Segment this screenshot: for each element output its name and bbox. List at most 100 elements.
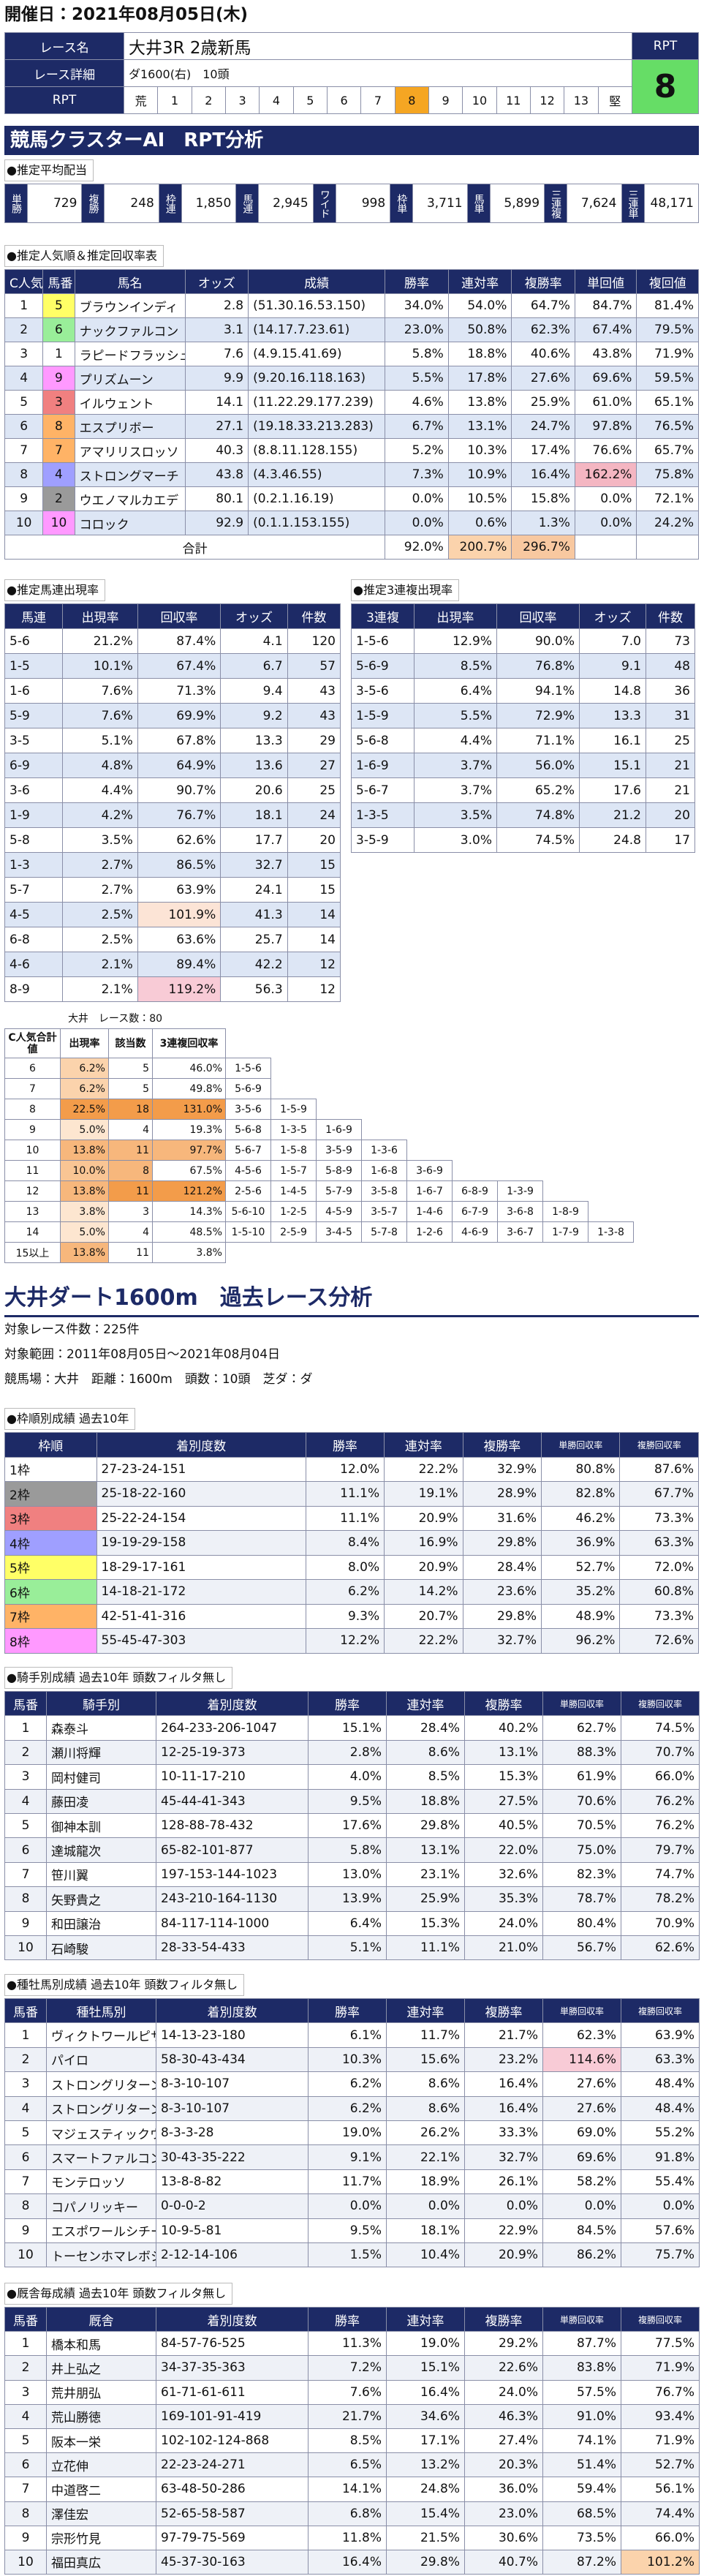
table-cell: 25.7 <box>220 927 288 952</box>
table-cell: (9.20.16.118.163) <box>248 366 386 391</box>
table-cell: 8.6% <box>386 1739 465 1766</box>
table-cell: 5.1% <box>62 728 138 753</box>
column-header: 種牡馬別 <box>46 1997 156 2024</box>
table-cell: 1 <box>42 342 75 366</box>
blank <box>498 1079 543 1099</box>
table-cell: 22.5% <box>60 1099 109 1120</box>
blank <box>498 1243 543 1263</box>
table-cell: (4.9.15.41.69) <box>248 342 386 366</box>
table-cell: 21.2% <box>62 628 138 654</box>
table-cell: (14.17.7.23.61) <box>248 317 386 342</box>
table-cell: 27.6% <box>511 366 575 391</box>
table-cell: 10 <box>4 1935 47 1961</box>
combo-cell: 3-5-9 <box>316 1140 362 1161</box>
table-cell: 10 <box>42 511 75 535</box>
table-cell: 16.1 <box>579 728 646 753</box>
table-cell: 46.0% <box>152 1058 226 1079</box>
table-cell: 87.2% <box>542 2549 621 2575</box>
table-cell: 11 <box>4 1160 61 1181</box>
column-header: 連対率 <box>447 269 512 294</box>
data-row: 11 10.0% 8 67.5% 4-5-6 1-5-7 5-8-9 1-6-8 3-6-9 <box>4 1160 634 1181</box>
table-cell: 6.1% <box>308 2022 387 2048</box>
table-cell: 57.5% <box>542 2379 621 2405</box>
table-cell: 1枠 <box>4 1456 97 1482</box>
table-cell: 16.4% <box>464 2095 543 2121</box>
table-cell: 6 <box>4 2452 47 2478</box>
table-cell: 28.4% <box>462 1554 542 1580</box>
table-cell: 5.8% <box>385 342 449 366</box>
table-cell: 13.8% <box>60 1140 109 1161</box>
data-table: 馬番 種牡馬別 着別度数 勝率 連対率 複勝率 単勝回収率 複勝回収率 1 ヴィクトワールピサ 14… <box>4 1997 700 2268</box>
column-header: 馬番 <box>4 1997 47 2024</box>
table-cell: 48 <box>646 653 695 679</box>
table-cell: 7 <box>4 2169 47 2195</box>
data-table: 枠順 着別度数 勝率 連対率 複勝率 単勝回収率 複勝回収率 1枠 27-23-24-151 12… <box>4 1432 699 1654</box>
table-cell: 10.4% <box>386 2242 465 2268</box>
rpt-label: RPT <box>632 32 699 60</box>
table-cell: 6 <box>4 1837 47 1863</box>
table-cell: 0.0% <box>385 486 449 511</box>
stable-section: ●厩舎毎成績 過去10年 頭数フィルタ無し 馬番 厩舎 着別度数 勝率 連対率 複勝率 単勝回… <box>4 2283 700 2575</box>
table-cell: 9.5% <box>308 1788 387 1814</box>
table-cell: 91.8% <box>621 2144 700 2170</box>
table-cell: 8.6% <box>386 2071 465 2097</box>
table-cell: 56.0% <box>496 753 580 778</box>
table-cell: 29.8% <box>386 1812 465 1839</box>
blank <box>588 1099 634 1120</box>
table-cell: 18.8% <box>386 1788 465 1814</box>
table-cell: 22.1% <box>386 2144 465 2170</box>
table-cell: 89.4% <box>137 952 222 977</box>
race-row: レース名 大井3R 2歳新馬 RPT <box>4 32 699 60</box>
data-row: 2 6 ナックファルコン 3.1 (14.17.7.23.61) 23.0% 50.8% 62… <box>4 317 699 342</box>
payout-value: 248 <box>104 184 159 223</box>
table-cell: 和田譲治 <box>46 1910 156 1936</box>
table-cell: 6.2% <box>308 2095 387 2121</box>
section-label: ●推定3連複出現率 <box>351 579 460 601</box>
table-cell: 43 <box>287 703 341 728</box>
table-cell: 9.2 <box>220 703 288 728</box>
column-header: 騎手別 <box>46 1690 156 1717</box>
table-cell: 84-57-76-525 <box>156 2331 309 2357</box>
table-cell: 42-51-41-316 <box>96 1603 306 1629</box>
table-cell: 8-3-10-107 <box>156 2071 309 2097</box>
data-row: 8 コパノリッキー 0-0-0-2 0.0% 0.0% 0.0% 0.0% 0.0% <box>4 2193 700 2219</box>
blank <box>543 1140 588 1161</box>
table-cell: 7.6% <box>62 678 138 704</box>
table-cell: 18-29-17-161 <box>96 1554 306 1580</box>
table-cell: 2.1% <box>62 976 138 1002</box>
combo-cell: 1-5-6 <box>225 1058 271 1079</box>
table-cell: 74.8% <box>496 802 580 828</box>
payout-label: ワイド <box>312 184 336 223</box>
table-cell: 15以上 <box>4 1242 61 1263</box>
data-row: 6-9 4.8% 64.9% 13.6 27 <box>4 753 341 778</box>
table-cell: 2 <box>4 2355 47 2381</box>
table-cell: 72.6% <box>619 1628 699 1654</box>
section-label: ●推定馬連出現率 <box>4 579 105 601</box>
table-cell: 石崎駿 <box>46 1935 156 1961</box>
table-cell: 3 <box>4 2071 47 2097</box>
blank <box>453 1243 498 1263</box>
table-cell: 70.5% <box>542 1812 621 1839</box>
table-cell: 73 <box>646 628 695 654</box>
table-cell: 18 <box>108 1099 153 1120</box>
blank <box>498 1161 543 1181</box>
table-cell: 29.8% <box>462 1603 542 1629</box>
column-header: オッズ <box>579 603 646 629</box>
table-cell: 19.1% <box>384 1481 463 1507</box>
table-cell: 79.7% <box>621 1837 700 1863</box>
table-cell: 5.5% <box>414 703 497 728</box>
table-cell: 56.3 <box>220 976 288 1002</box>
table-cell: 90.0% <box>496 628 580 654</box>
table-cell: 40.3 <box>184 438 249 463</box>
combo-cell: 5-7-9 <box>316 1180 362 1202</box>
table-cell: 23.2% <box>464 2046 543 2073</box>
table-cell: 6-9 <box>4 753 64 778</box>
total-cell: 合計 <box>4 535 386 560</box>
table-cell: 57 <box>287 653 341 679</box>
column-header: 3連複 <box>351 603 415 629</box>
data-row: 5枠 18-29-17-161 8.0% 20.9% 28.4% 52.7% 72.0% <box>4 1554 699 1580</box>
data-row: 7 中道啓二 63-48-50-286 14.1% 24.8% 36.0% 59.4% 56.… <box>4 2477 700 2502</box>
table-cell: 90.7% <box>137 777 222 803</box>
table-cell: 4.2% <box>62 802 138 828</box>
data-row: 4 荒山勝徳 169-101-91-419 21.7% 34.6% 46.3% 91.0% 9… <box>4 2403 700 2429</box>
